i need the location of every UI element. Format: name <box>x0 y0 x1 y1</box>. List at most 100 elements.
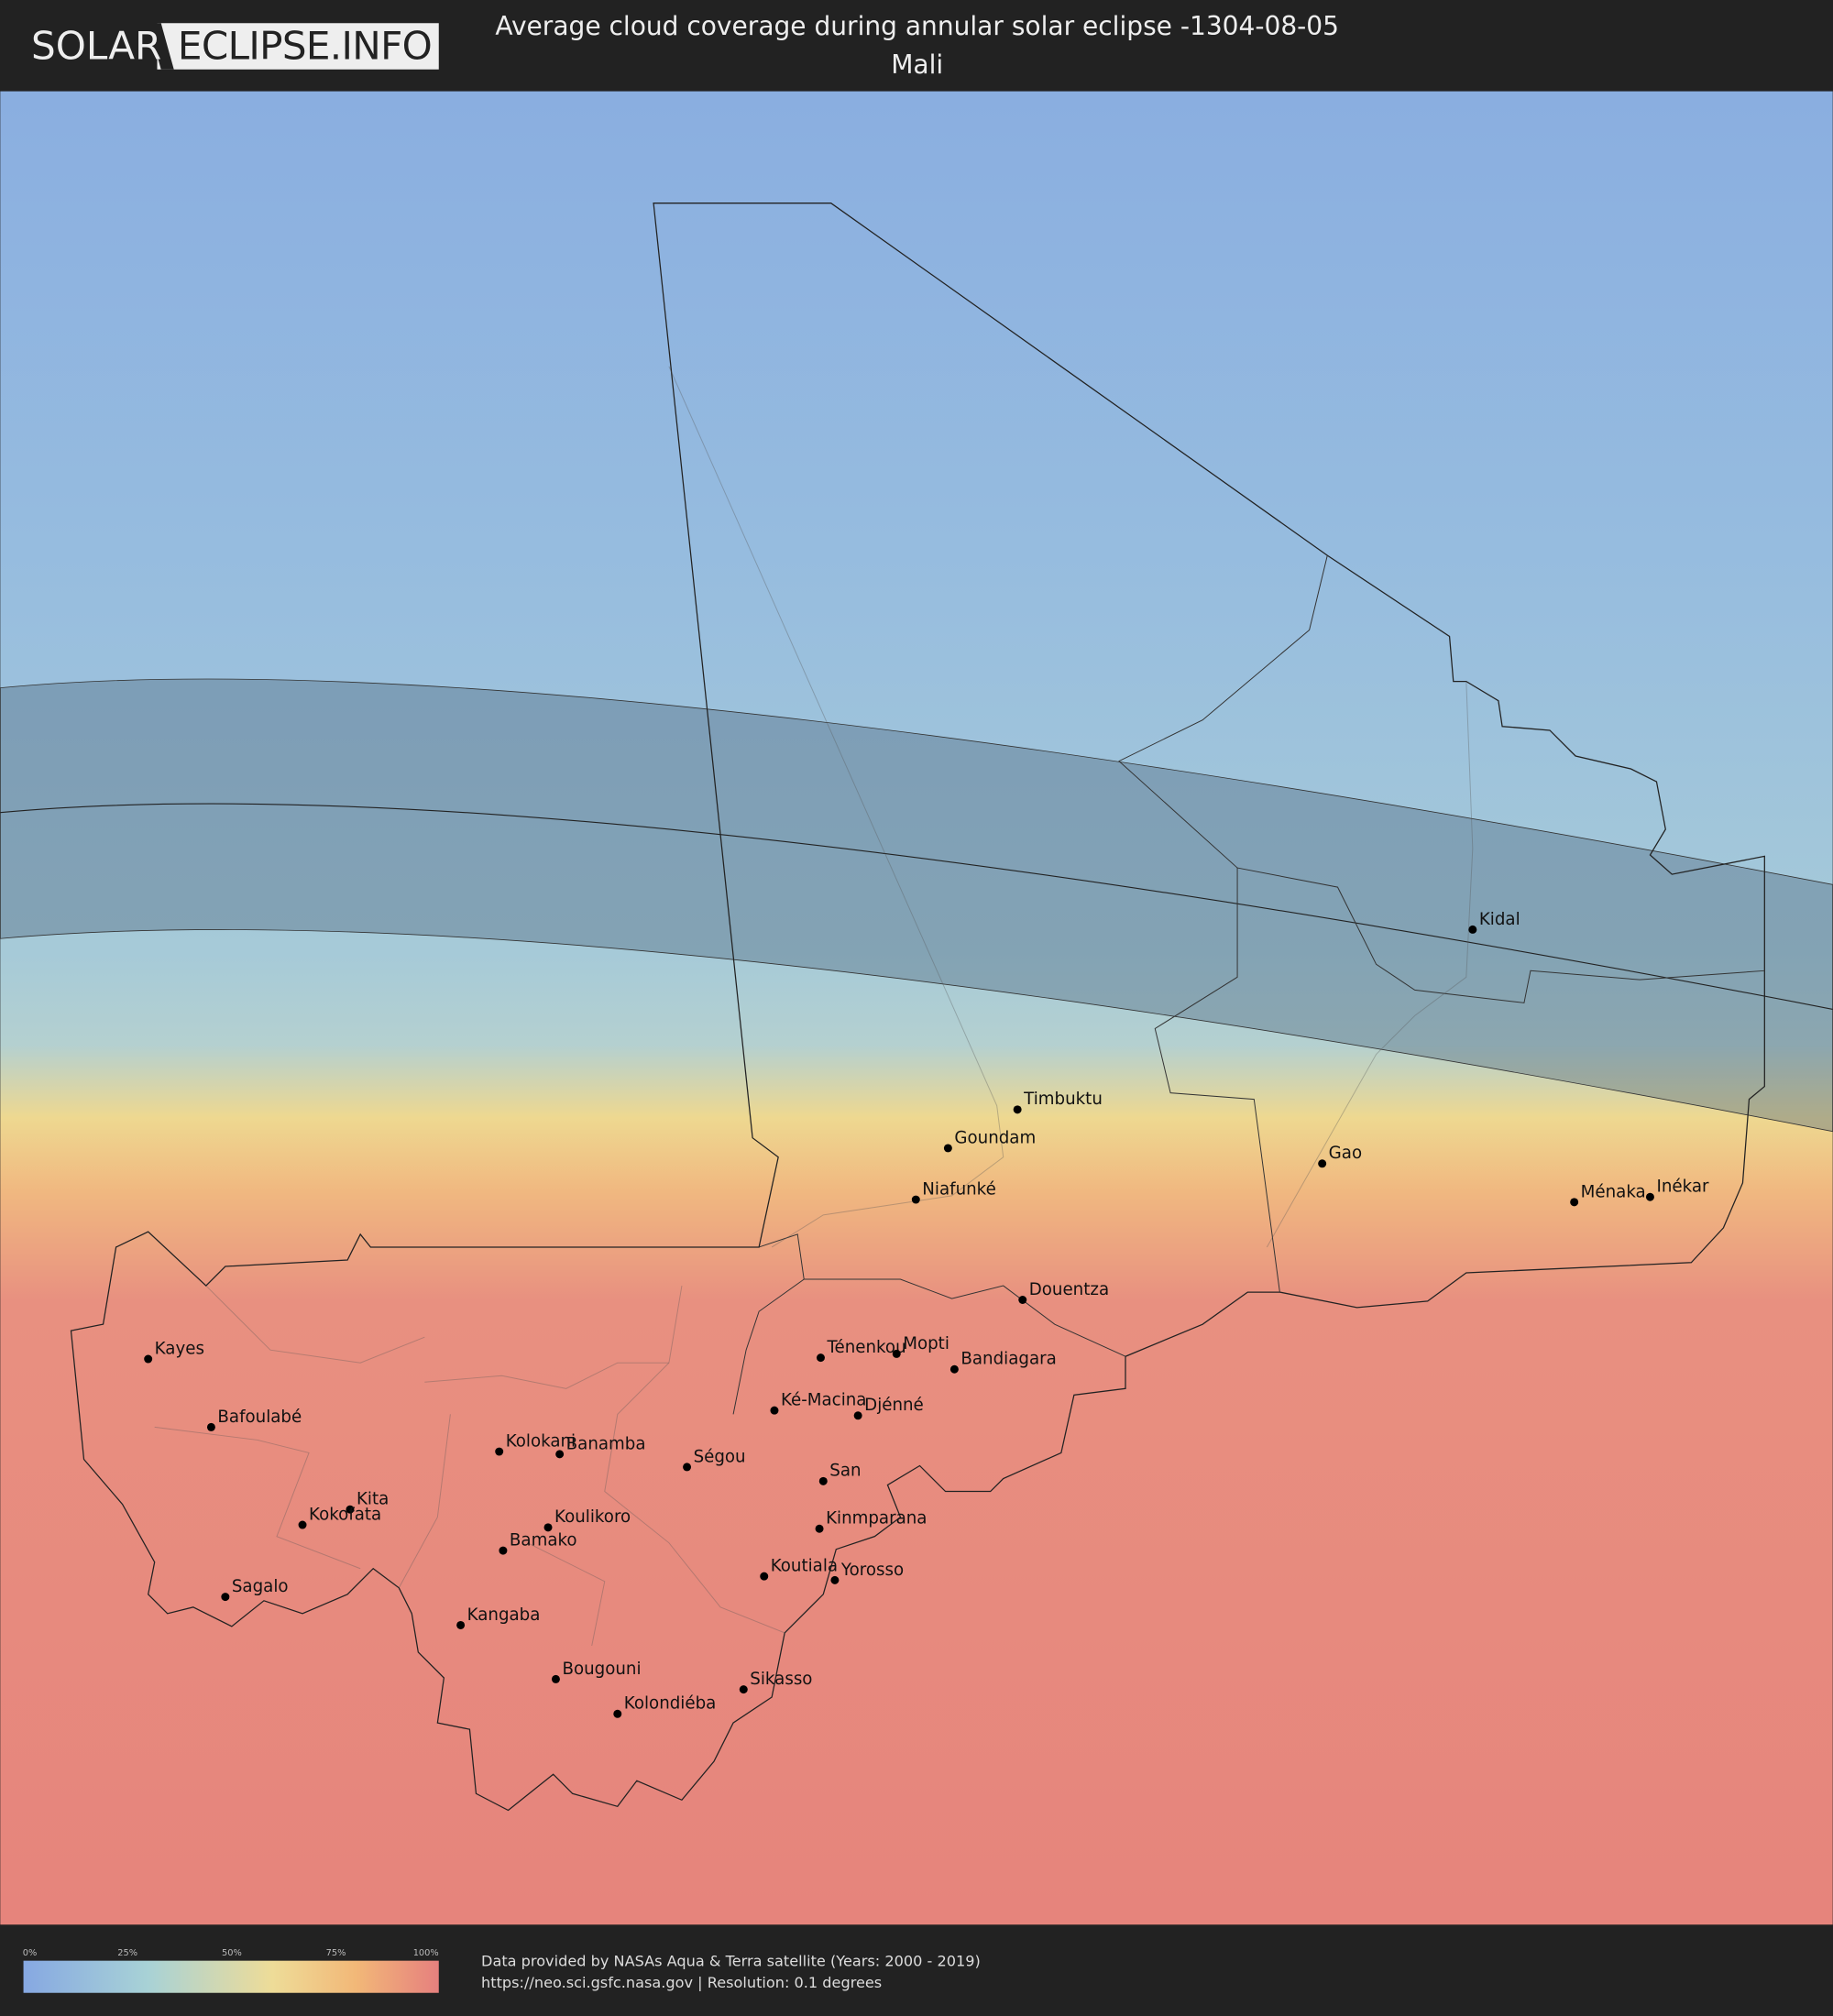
city-label: Djénné <box>864 1396 924 1415</box>
region-borders <box>732 555 1765 1415</box>
city-dot <box>555 1450 565 1459</box>
city-label: Gao <box>1329 1144 1362 1163</box>
city-marker: Goundam <box>943 1128 1036 1153</box>
city-dot <box>1468 925 1477 934</box>
eclipse-center-line <box>0 803 1833 1010</box>
city-label: Bafoulabé <box>217 1408 302 1427</box>
city-dot <box>949 1364 959 1374</box>
city-marker: Kita <box>346 1490 389 1514</box>
city-marker: Sikasso <box>739 1670 812 1694</box>
city-marker: Djénné <box>853 1396 924 1420</box>
colorbar <box>23 1960 439 1993</box>
city-dot <box>1570 1198 1579 1207</box>
city-marker: Kolokani <box>495 1431 576 1456</box>
city-dot <box>683 1463 692 1472</box>
city-label: Kinmparana <box>826 1509 927 1528</box>
city-label: Kokofata <box>309 1505 381 1524</box>
city-dot <box>760 1572 769 1581</box>
city-label: Koutiala <box>771 1557 838 1576</box>
city-marker: Ké-Macina <box>770 1391 866 1415</box>
city-marker: Kangaba <box>456 1605 540 1629</box>
page-title: Average cloud coverage during annular so… <box>495 11 1339 41</box>
city-label: Kita <box>357 1490 389 1509</box>
city-dot <box>911 1195 920 1204</box>
data-source-text: Data provided by NASAs Aqua & Terra sate… <box>481 1952 981 1969</box>
logo-right: ECLIPSE.INFO <box>178 24 433 69</box>
city-label: San <box>829 1462 861 1481</box>
city-marker: Kidal <box>1468 910 1520 934</box>
city-marker: Kinmparana <box>815 1509 927 1533</box>
city-dot <box>551 1674 560 1683</box>
city-label: Sagalo <box>232 1577 289 1596</box>
city-dot <box>770 1406 779 1415</box>
city-dot <box>456 1620 466 1629</box>
legend-tick: 50% <box>222 1948 242 1958</box>
city-dot <box>298 1520 307 1529</box>
site-logo[interactable]: SOLAR ECLIPSE.INFO <box>31 23 439 70</box>
city-label: Inékar <box>1656 1178 1709 1197</box>
logo-left: SOLAR <box>31 24 161 69</box>
city-label: Timbuktu <box>1023 1090 1103 1109</box>
city-label: Kangaba <box>467 1605 541 1625</box>
minor-borders <box>154 366 1474 1647</box>
city-dot <box>144 1354 153 1364</box>
colorbar-legend: 0% 25% 50% 75% 100% <box>23 1948 439 1993</box>
city-dot <box>346 1505 355 1514</box>
city-label: Kolondiéba <box>624 1694 717 1714</box>
city-dot <box>830 1575 840 1584</box>
city-label: Banamba <box>566 1434 646 1453</box>
city-dot <box>499 1546 508 1555</box>
city-label: Mopti <box>903 1334 949 1353</box>
city-dot <box>818 1476 828 1485</box>
city-marker: Koulikoro <box>543 1507 631 1532</box>
city-dot <box>892 1349 901 1358</box>
city-marker: Ténenkou <box>816 1338 906 1363</box>
city-label: Ménaka <box>1581 1182 1646 1201</box>
city-markers: Timbuktu Goundam Niafunké Gao Ménaka Inékar Ki… <box>144 910 1709 1718</box>
city-dot <box>1318 1159 1327 1168</box>
city-marker: Bafoulabé <box>206 1408 302 1431</box>
city-dot <box>206 1422 215 1431</box>
city-marker: Banamba <box>555 1434 646 1459</box>
cloud-map: Timbuktu Goundam Niafunké Gao Ménaka Inékar Ki… <box>0 91 1833 1925</box>
city-dot <box>613 1709 622 1718</box>
city-label: Goundam <box>954 1128 1036 1147</box>
city-label: Bougouni <box>562 1660 641 1679</box>
city-marker: Bandiagara <box>949 1350 1057 1374</box>
city-label: Kayes <box>155 1339 204 1358</box>
city-dot <box>816 1353 825 1363</box>
city-dot <box>739 1685 748 1694</box>
city-marker: Kayes <box>144 1339 204 1364</box>
mali-border <box>70 203 1765 1812</box>
city-dot <box>943 1144 952 1153</box>
city-dot <box>1013 1105 1022 1114</box>
city-dot <box>815 1524 824 1533</box>
legend-tick: 0% <box>23 1948 38 1958</box>
city-dot <box>495 1447 504 1456</box>
city-dot <box>1018 1296 1027 1304</box>
legend-tick: 25% <box>117 1948 137 1958</box>
cloud-coverage-raster <box>0 91 1833 1925</box>
city-label: Koulikoro <box>554 1507 631 1527</box>
city-label: Yorosso <box>840 1561 904 1580</box>
city-label: Sikasso <box>750 1670 812 1689</box>
city-marker: Ségou <box>683 1447 746 1472</box>
city-label: Bandiagara <box>960 1350 1056 1369</box>
city-dot <box>221 1593 230 1602</box>
source-url-text: https://neo.sci.gsfc.nasa.gov | Resoluti… <box>481 1974 882 1991</box>
page-subtitle: Mali <box>891 49 943 80</box>
city-marker: Gao <box>1318 1144 1362 1168</box>
city-label: Douentza <box>1029 1280 1109 1299</box>
city-label: Ké-Macina <box>781 1391 867 1410</box>
legend-tick: 75% <box>326 1948 346 1958</box>
city-dot <box>853 1411 862 1420</box>
city-dot <box>1645 1192 1654 1201</box>
city-marker: Mopti <box>892 1334 949 1358</box>
city-marker: Yorosso <box>830 1561 904 1584</box>
city-marker: Niafunké <box>911 1179 996 1204</box>
city-label: Kidal <box>1479 910 1520 929</box>
city-label: Ténenkou <box>826 1338 906 1357</box>
city-marker: Timbuktu <box>1013 1090 1103 1114</box>
city-label: Ségou <box>694 1447 746 1466</box>
